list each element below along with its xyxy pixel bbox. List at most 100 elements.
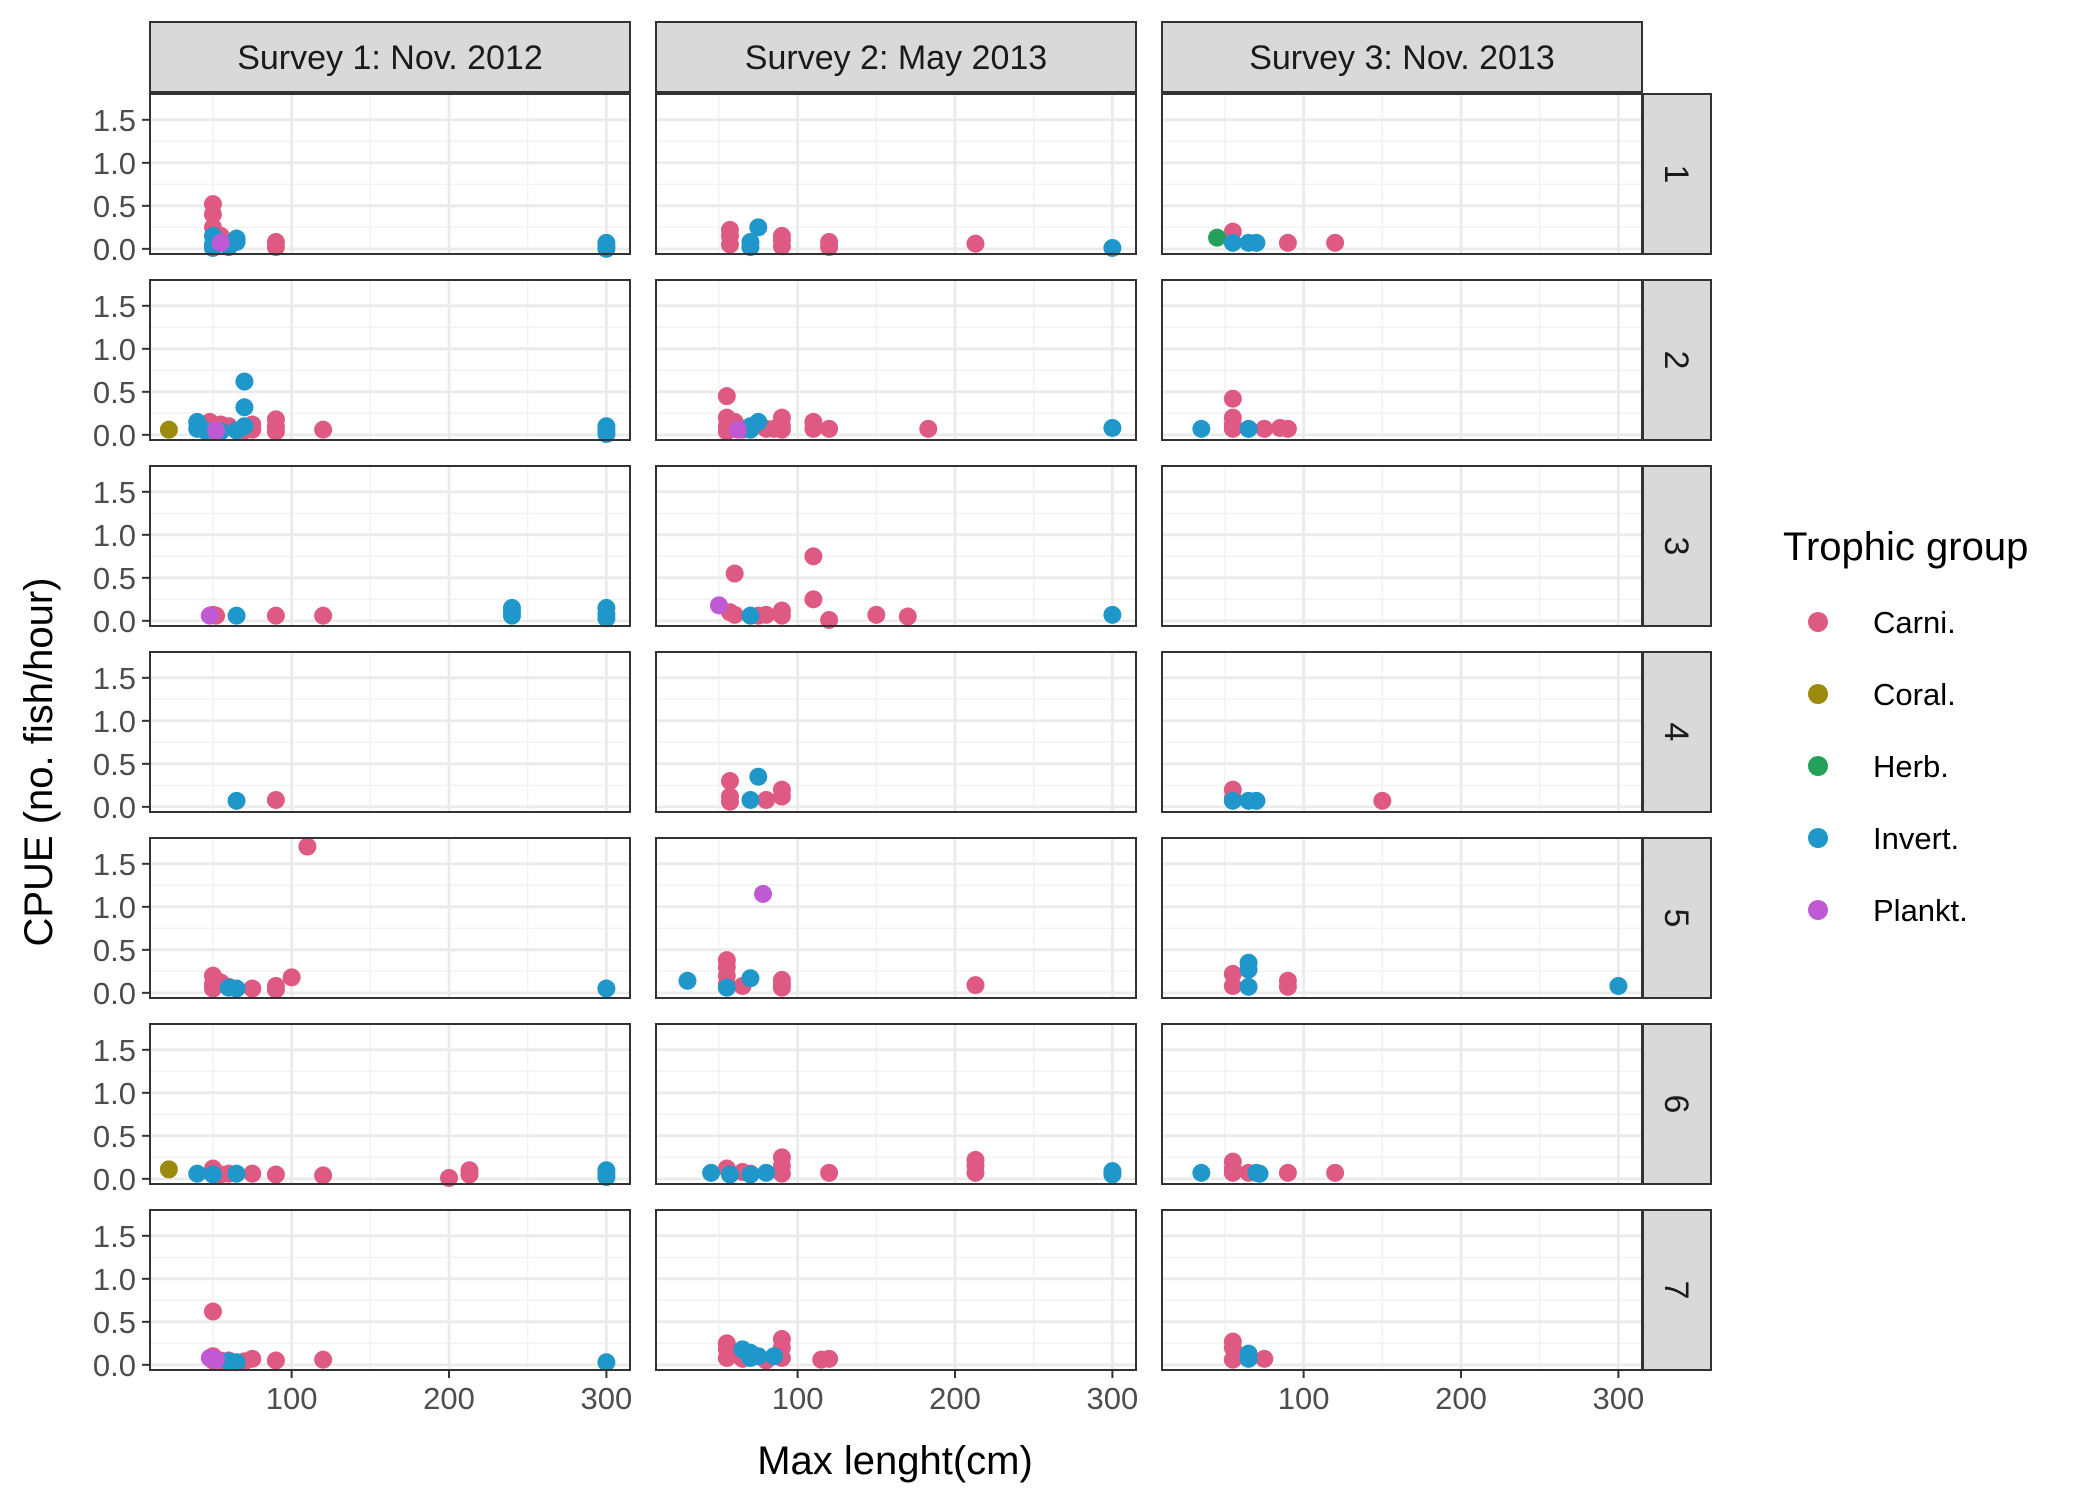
data-point bbox=[502, 606, 521, 625]
data-point bbox=[1223, 1163, 1242, 1182]
y-tick-label: 1.0 bbox=[93, 518, 136, 553]
y-tick-label: 0.5 bbox=[93, 933, 136, 968]
y-tick-label: 1.0 bbox=[93, 146, 136, 181]
data-point bbox=[266, 606, 285, 625]
y-tick-label: 0.5 bbox=[93, 189, 136, 224]
data-point bbox=[772, 978, 791, 997]
data-point bbox=[266, 238, 285, 257]
y-tick-label: 0.5 bbox=[93, 1305, 136, 1340]
data-point bbox=[1208, 228, 1227, 247]
panel-border bbox=[149, 279, 631, 441]
row-strip-label: 3 bbox=[1657, 537, 1695, 556]
data-point bbox=[266, 980, 285, 999]
data-point bbox=[749, 412, 768, 431]
data-points bbox=[159, 195, 1628, 1372]
data-point bbox=[1326, 233, 1345, 252]
legend-key bbox=[1808, 756, 1828, 776]
data-point bbox=[1223, 389, 1242, 408]
x-tick-label: 200 bbox=[423, 1381, 475, 1416]
legend-label: Invert. bbox=[1873, 821, 1959, 856]
data-point bbox=[725, 564, 744, 583]
panel-grid bbox=[150, 94, 1642, 1370]
data-point bbox=[741, 606, 760, 625]
y-tick-label: 0.0 bbox=[93, 976, 136, 1011]
data-point bbox=[1223, 976, 1242, 995]
legend-key bbox=[1808, 828, 1828, 848]
row-strip bbox=[1642, 1209, 1712, 1371]
data-point bbox=[717, 387, 736, 406]
data-point bbox=[203, 1302, 222, 1321]
data-point bbox=[159, 1160, 178, 1179]
data-point bbox=[678, 971, 697, 990]
row-strip bbox=[1642, 1023, 1712, 1185]
legend-label: Herb. bbox=[1873, 749, 1949, 784]
legend-label: Plankt. bbox=[1873, 893, 1968, 928]
data-point bbox=[754, 884, 773, 903]
row-strip bbox=[1642, 279, 1712, 441]
column-strip bbox=[149, 21, 631, 93]
row-strip-label: 7 bbox=[1657, 1281, 1695, 1300]
row-strip-label: 6 bbox=[1657, 1095, 1695, 1114]
y-tick-label: 0.0 bbox=[93, 1348, 136, 1383]
x-axis-title: Max lenght(cm) bbox=[757, 1439, 1033, 1483]
data-point bbox=[227, 1353, 246, 1372]
data-point bbox=[804, 547, 823, 566]
legend-label: Carni. bbox=[1873, 605, 1956, 640]
y-tick-label: 0.0 bbox=[93, 418, 136, 453]
data-point bbox=[243, 979, 262, 998]
y-axis-title: CPUE (no. fish/hour) bbox=[17, 577, 61, 946]
data-point bbox=[720, 235, 739, 254]
row-strip-label: 2 bbox=[1657, 351, 1695, 370]
data-point bbox=[757, 1163, 776, 1182]
data-point bbox=[1103, 605, 1122, 624]
data-point bbox=[728, 420, 747, 439]
data-point bbox=[820, 610, 839, 629]
data-point bbox=[720, 1165, 739, 1184]
data-point bbox=[1278, 1163, 1297, 1182]
legend-key bbox=[1808, 612, 1828, 632]
y-tick-label: 1.0 bbox=[93, 1076, 136, 1111]
panel-border bbox=[655, 651, 1137, 813]
data-point bbox=[709, 596, 728, 615]
x-tick-label: 200 bbox=[1435, 1381, 1487, 1416]
legend-label: Coral. bbox=[1873, 677, 1956, 712]
data-point bbox=[1278, 977, 1297, 996]
y-tick-label: 1.0 bbox=[93, 890, 136, 925]
x-tick-label: 300 bbox=[581, 1381, 633, 1416]
data-point bbox=[159, 420, 178, 439]
data-point bbox=[1239, 960, 1258, 979]
data-point bbox=[804, 590, 823, 609]
data-point bbox=[725, 605, 744, 624]
x-tick-label: 300 bbox=[1593, 1381, 1645, 1416]
data-point bbox=[741, 969, 760, 988]
column-strip-label: Survey 1: Nov. 2012 bbox=[237, 39, 543, 77]
panel-border bbox=[149, 93, 631, 255]
data-point bbox=[757, 790, 776, 809]
data-point bbox=[898, 607, 917, 626]
data-point bbox=[919, 419, 938, 438]
data-point bbox=[227, 606, 246, 625]
legend: Trophic group Carni. Coral. Herb. Invert. Pl… bbox=[1783, 525, 2028, 928]
data-point bbox=[1609, 976, 1628, 995]
data-point bbox=[749, 1347, 768, 1366]
data-point bbox=[1239, 977, 1258, 996]
y-tick-label: 0.0 bbox=[93, 604, 136, 639]
y-tick-label: 0.5 bbox=[93, 747, 136, 782]
data-point bbox=[820, 1163, 839, 1182]
y-tick-label: 0.5 bbox=[93, 375, 136, 410]
legend-title: Trophic group bbox=[1783, 525, 2028, 569]
y-tick-label: 0.0 bbox=[93, 1162, 136, 1197]
y-tick-label: 1.5 bbox=[93, 289, 136, 324]
y-tick-label: 0.0 bbox=[93, 232, 136, 267]
data-point bbox=[1247, 233, 1266, 252]
data-point bbox=[314, 1166, 333, 1185]
y-tick-label: 1.0 bbox=[93, 704, 136, 739]
row-strip bbox=[1642, 837, 1712, 999]
data-point bbox=[227, 791, 246, 810]
data-point bbox=[749, 767, 768, 786]
data-point bbox=[741, 238, 760, 257]
data-point bbox=[266, 1165, 285, 1184]
panel-border bbox=[149, 1209, 631, 1371]
data-point bbox=[282, 968, 301, 987]
